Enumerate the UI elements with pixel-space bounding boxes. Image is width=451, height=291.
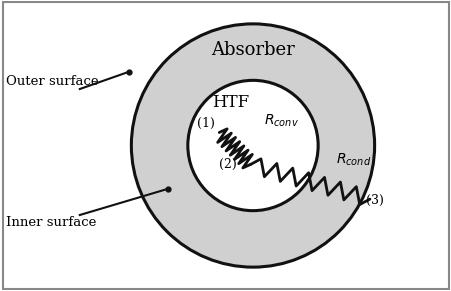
Circle shape: [131, 24, 374, 267]
Text: $R_{conv}$: $R_{conv}$: [264, 113, 299, 129]
Text: (2): (2): [219, 158, 237, 171]
Text: Inner surface: Inner surface: [5, 216, 96, 229]
Text: (1): (1): [196, 117, 214, 130]
Text: Outer surface: Outer surface: [5, 75, 98, 88]
Circle shape: [188, 80, 318, 211]
Text: (3): (3): [365, 194, 382, 207]
Text: Absorber: Absorber: [211, 41, 294, 59]
Text: HTF: HTF: [212, 94, 249, 111]
Text: $R_{cond}$: $R_{cond}$: [336, 152, 371, 168]
